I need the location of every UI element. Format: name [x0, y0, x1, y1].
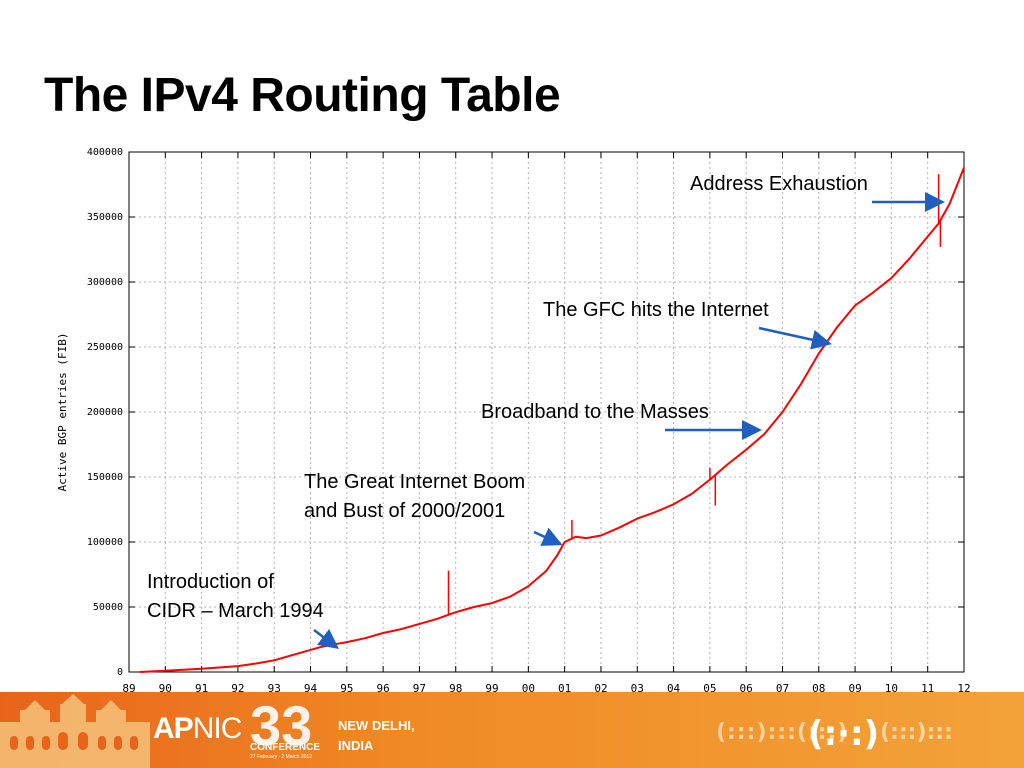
annotation-text: The Great Internet Boom — [304, 471, 525, 493]
decorative-dots-right: (:::)::: — [880, 720, 953, 745]
x-tick-label: 01 — [558, 682, 571, 695]
conference-footer: APNIC 33 CONFERENCE 27 February - 2 Marc… — [0, 692, 1024, 768]
annotation-text: Introduction of — [147, 571, 274, 593]
conference-dates: 27 February - 2 March 2012 — [250, 754, 312, 760]
x-tick-label: 91 — [195, 682, 208, 695]
x-tick-label: 96 — [377, 682, 390, 695]
x-tick-label: 90 — [159, 682, 172, 695]
routing-table-chart: 0 50000 100000 150000 200000 250000 300000 3500… — [52, 140, 973, 718]
decorative-dots-left: (:::):::(:::) — [716, 720, 849, 745]
x-tick-label: 10 — [885, 682, 898, 695]
x-tick-label: 07 — [776, 682, 789, 695]
x-tick-label: 05 — [703, 682, 716, 695]
conference-number: 33 — [250, 694, 313, 757]
x-tick-label: 03 — [631, 682, 644, 695]
y-tick-label: 300000 — [87, 277, 123, 288]
annotation-arrow — [313, 628, 339, 650]
x-tick-label: 02 — [594, 682, 607, 695]
x-tick-label: 93 — [268, 682, 281, 695]
x-tick-label: 97 — [413, 682, 426, 695]
y-tick-label: 200000 — [87, 407, 123, 418]
annotation-arrow — [533, 527, 563, 546]
y-tick-label: 400000 — [87, 147, 123, 158]
apnic-logo: APNIC — [153, 712, 242, 745]
x-tick-label: 94 — [304, 682, 318, 695]
annotation-text: Address Exhaustion — [690, 173, 868, 195]
x-tick-label: 98 — [449, 682, 462, 695]
x-tick-label: 92 — [231, 682, 244, 695]
chart-svg: 0 50000 100000 150000 200000 250000 300000 3500… — [56, 147, 971, 718]
y-axis-label: Active BGP entries (FIB) — [56, 333, 69, 492]
y-tick-label: 150000 — [87, 472, 123, 483]
annotation-arrow — [758, 326, 832, 350]
conference-emblem-icon: (:·:) — [808, 714, 880, 754]
y-tick-label: 250000 — [87, 342, 123, 353]
y-tick-label: 50000 — [93, 602, 123, 613]
annotation-text: CIDR – March 1994 — [147, 600, 324, 622]
x-tick-label: 11 — [921, 682, 934, 695]
annotation-text: Broadband to the Masses — [481, 401, 709, 423]
y-tick-label: 350000 — [87, 212, 123, 223]
annotation-text: The GFC hits the Internet — [543, 299, 769, 321]
y-tick-label: 100000 — [87, 537, 123, 548]
annotation-text: and Bust of 2000/2001 — [304, 500, 505, 522]
y-tick-label: 0 — [117, 667, 123, 678]
x-tick-label: 89 — [122, 682, 135, 695]
x-tick-label: 09 — [848, 682, 861, 695]
conference-label: CONFERENCE — [250, 742, 321, 753]
palace-illustration — [0, 694, 150, 768]
x-tick-label: 04 — [667, 682, 681, 695]
x-tick-label: 00 — [522, 682, 535, 695]
location-city: NEW DELHI, — [338, 718, 415, 733]
conference-location: NEW DELHI, INDIA — [338, 716, 415, 756]
location-country: INDIA — [338, 738, 374, 753]
x-tick-label: 12 — [957, 682, 970, 695]
slide-title: The IPv4 Routing Table — [44, 69, 561, 122]
x-tick-label: 08 — [812, 682, 825, 695]
x-tick-label: 95 — [340, 682, 353, 695]
x-tick-label: 99 — [485, 682, 498, 695]
x-tick-label: 06 — [740, 682, 753, 695]
